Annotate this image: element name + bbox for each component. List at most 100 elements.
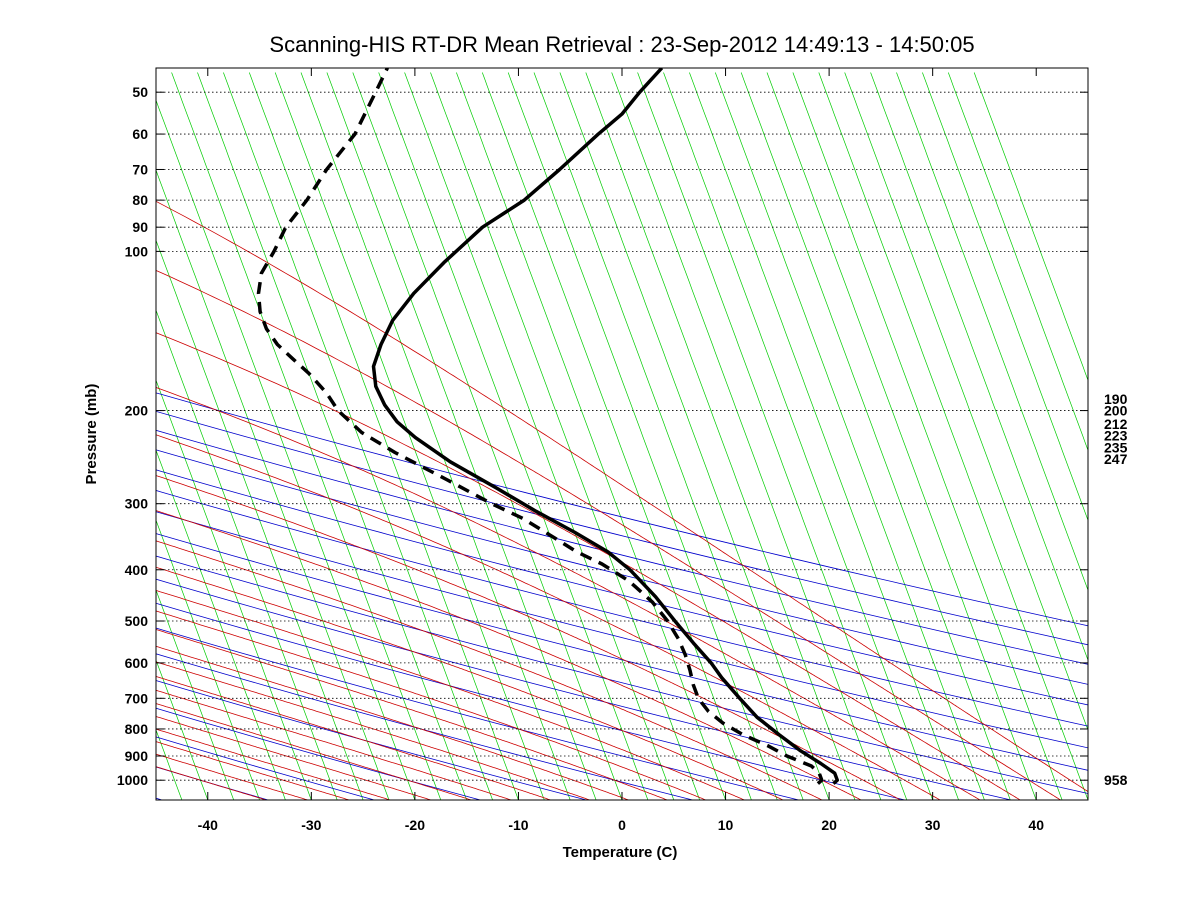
- mixing-ratio-line: [922, 72, 1088, 522]
- moist-adiabat: [156, 689, 512, 800]
- dry-adiabat: [156, 578, 1012, 800]
- mixing-ratio-line: [870, 72, 1088, 662]
- y-axis-ticks: 50 60 70 80 90 100 200 300 400 500 600 700 800 900 100…: [117, 84, 1088, 788]
- moist-adiabat: [156, 566, 784, 800]
- right-label: 223: [1104, 428, 1128, 444]
- mixing-ratio-line: [156, 589, 235, 800]
- background-lines: [0, 72, 1088, 801]
- y-tick-label: 800: [125, 721, 149, 737]
- y-tick-label: 300: [125, 496, 149, 512]
- moist-adiabat: [156, 716, 432, 800]
- mixing-ratio-line: [404, 72, 675, 800]
- mixing-ratio-line: [223, 72, 493, 800]
- moist-adiabat: [156, 728, 391, 800]
- right-label: 958: [1104, 772, 1128, 788]
- dry-adiabat: [156, 392, 1088, 627]
- plot-frame: [155, 67, 1089, 801]
- mixing-ratio-line: [714, 72, 985, 800]
- sounding-profiles: [256, 68, 840, 785]
- x-tick-label: 30: [925, 817, 941, 833]
- x-tick-label: -20: [405, 817, 425, 833]
- moist-adiabat: [156, 475, 901, 800]
- moist-adiabat: [156, 434, 941, 800]
- y-tick-label: 700: [125, 690, 149, 706]
- dry-adiabat: [156, 490, 1088, 727]
- moist-adiabat: [156, 589, 745, 800]
- moist-adiabat: [156, 645, 629, 800]
- mixing-ratio-line: [156, 239, 364, 800]
- y-tick-label: 900: [125, 748, 149, 764]
- dry-adiabat: [156, 602, 905, 800]
- mixing-ratio-line: [481, 72, 752, 800]
- mixing-ratio-line: [248, 72, 519, 800]
- moist-adiabat: [156, 741, 350, 800]
- mixing-ratio-line: [585, 72, 856, 800]
- mixing-ratio-line: [844, 72, 1088, 732]
- moist-adiabat: [156, 200, 1088, 793]
- moist-adiabat: [156, 332, 1021, 800]
- right-label: 200: [1104, 403, 1128, 419]
- mixing-ratio-line: [947, 72, 1088, 452]
- moist-adiabat: [156, 510, 862, 800]
- chart-title: Scanning-HIS RT-DR Mean Retrieval : 23-S…: [269, 32, 974, 57]
- moist-adiabat: [156, 629, 668, 800]
- dry-adiabat: [156, 469, 1088, 706]
- mixing-ratio-line: [559, 72, 830, 800]
- mixing-ratio-line: [156, 519, 260, 800]
- y-tick-label: 400: [125, 562, 149, 578]
- y-tick-label: 1000: [117, 772, 148, 788]
- y-tick-label: 600: [125, 655, 149, 671]
- moist-adiabat: [156, 703, 472, 800]
- mixing-ratio-line: [171, 72, 442, 800]
- x-tick-label: -10: [508, 817, 528, 833]
- mixing-ratio-line: [430, 72, 701, 800]
- y-tick-label: 500: [125, 613, 149, 629]
- y-tick-label: 100: [125, 243, 149, 259]
- mixing-ratio-line: [197, 72, 468, 800]
- mixing-ratio-line: [611, 72, 882, 800]
- dry-adiabat: [0, 73, 56, 801]
- mixing-ratio-line: [156, 309, 338, 800]
- mixing-ratio-line: [792, 72, 1063, 800]
- dry-adiabat: [156, 533, 1088, 771]
- moist-adiabat: [156, 610, 707, 800]
- right-label: 235: [1104, 440, 1128, 456]
- y-tick-label: 60: [132, 126, 148, 142]
- dry-adiabat: [156, 511, 1088, 749]
- mixing-ratio-line: [896, 72, 1088, 592]
- mixing-ratio-line: [507, 72, 778, 800]
- mixing-ratio-line: [663, 72, 934, 800]
- mixing-ratio-line: [378, 72, 649, 800]
- mixing-ratio-line: [156, 169, 390, 800]
- x-tick-label: -30: [301, 817, 321, 833]
- x-tick-label: 10: [718, 817, 734, 833]
- y-tick-label: 70: [132, 161, 148, 177]
- x-tick-label: 20: [821, 817, 837, 833]
- mixing-ratio-line: [300, 72, 571, 800]
- x-tick-label: 0: [618, 817, 626, 833]
- dry-adiabat: [156, 653, 693, 800]
- mixing-ratio-line: [818, 72, 1088, 800]
- y-tick-label: 200: [125, 403, 149, 419]
- mixing-ratio-line: [533, 72, 804, 800]
- x-tick-label: -40: [198, 817, 218, 833]
- mixing-ratio-line: [689, 72, 959, 800]
- moist-adiabat: [156, 270, 1061, 800]
- mixing-ratio-line: [274, 72, 545, 800]
- moist-adiabat: [156, 753, 309, 800]
- y-axis-label: Pressure (mb): [83, 384, 100, 485]
- mixing-ratio-line: [352, 72, 623, 800]
- right-label: 247: [1104, 451, 1128, 467]
- isobar-gridlines: [156, 91, 1088, 781]
- mixing-ratio-line: [0, 73, 27, 801]
- mixing-ratio-line: [456, 72, 726, 800]
- moist-adiabat: [156, 540, 823, 800]
- x-axis-label: Temperature (C): [563, 844, 678, 861]
- right-label: 190: [1104, 391, 1128, 407]
- temperature-profile: [371, 68, 840, 785]
- moist-adiabat: [156, 661, 590, 800]
- y-tick-label: 50: [132, 84, 148, 100]
- mixing-ratio-line: [156, 99, 416, 800]
